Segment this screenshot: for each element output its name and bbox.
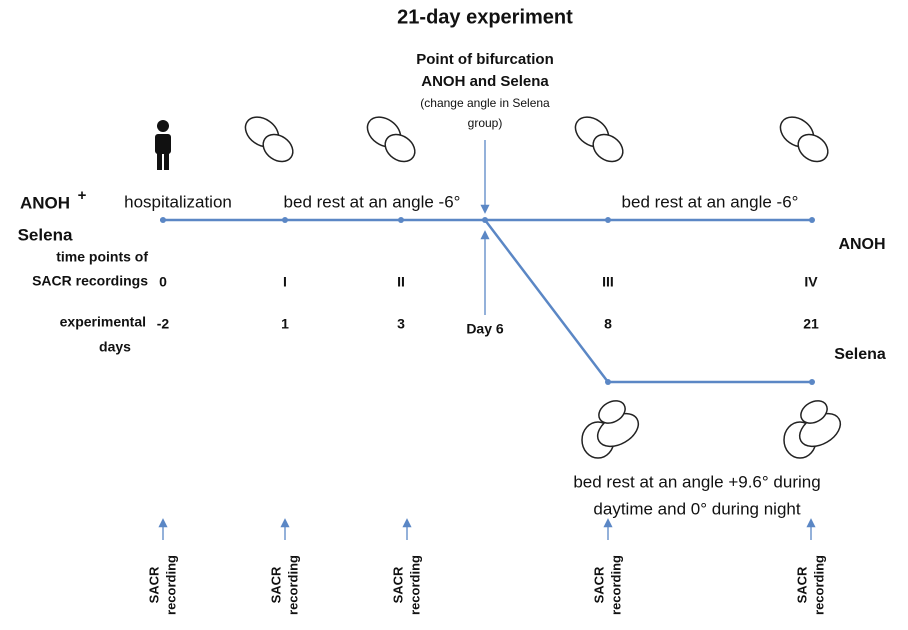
bifurcation-line: Point of bifurcation <box>416 51 553 68</box>
row-label: experimental <box>60 314 146 330</box>
bifurcation-note: group) <box>468 116 503 130</box>
phase-label: bed rest at an angle -6° <box>284 192 461 211</box>
plus: + <box>78 187 87 204</box>
bifurcation-note: (change angle in Selena <box>420 96 550 110</box>
time-point: II <box>397 274 405 290</box>
group-label: ANOH <box>20 193 70 212</box>
time-point: III <box>602 274 614 290</box>
row-label: days <box>99 339 131 355</box>
day-value: 8 <box>604 316 612 332</box>
bifurcation-line: ANOH and Selena <box>421 73 549 90</box>
recording-label: recording <box>163 555 178 615</box>
person-icon <box>155 120 171 170</box>
phase-label: bed rest at an angle -6° <box>622 192 799 211</box>
recording-label: recording <box>811 555 826 615</box>
group-label: Selena <box>18 225 73 244</box>
day-value: -2 <box>157 316 170 332</box>
day-label: Day 6 <box>466 321 504 337</box>
selena-line <box>485 220 812 382</box>
recording-label: SACR <box>591 566 606 603</box>
row-label: time points of <box>56 249 148 265</box>
node <box>398 217 404 223</box>
node <box>482 217 488 223</box>
node <box>809 379 815 385</box>
time-point: IV <box>804 274 818 290</box>
node <box>605 379 611 385</box>
node <box>160 217 166 223</box>
time-point: 0 <box>159 274 167 290</box>
day-value: 3 <box>397 316 405 332</box>
node <box>282 217 288 223</box>
recording-label: SACR <box>146 566 161 603</box>
group-label: ANOH <box>838 236 885 253</box>
recording-label: SACR <box>794 566 809 603</box>
condition-label: daytime and 0° during night <box>593 499 800 518</box>
node <box>809 217 815 223</box>
phase-label: hospitalization <box>124 192 232 211</box>
recording-label: recording <box>285 555 300 615</box>
recording-label: SACR <box>390 566 405 603</box>
title: 21-day experiment <box>397 6 573 28</box>
row-label: SACR recordings <box>32 273 148 289</box>
recording-label: recording <box>608 555 623 615</box>
day-value: 21 <box>803 316 819 332</box>
node <box>605 217 611 223</box>
condition-label: bed rest at an angle +9.6° during <box>573 472 820 491</box>
day-value: 1 <box>281 316 289 332</box>
diagram: 21-day experiment Point of bifurcation A… <box>0 0 908 630</box>
recording-label: recording <box>407 555 422 615</box>
group-label: Selena <box>834 346 886 363</box>
time-point: I <box>283 274 287 290</box>
recording-label: SACR <box>268 566 283 603</box>
